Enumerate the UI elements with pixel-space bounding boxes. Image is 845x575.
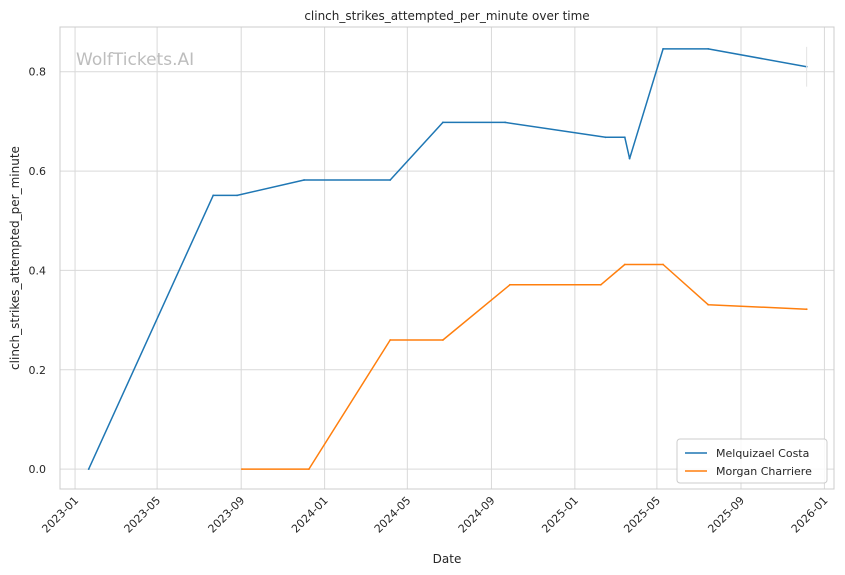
- data-point: [241, 468, 243, 470]
- y-tick-label: 0.4: [29, 264, 47, 277]
- y-tick-label: 0.6: [29, 165, 47, 178]
- data-point: [707, 303, 710, 306]
- data-point: [308, 468, 310, 470]
- plot-background: [60, 27, 834, 489]
- y-tick-label: 0.8: [29, 66, 47, 79]
- grid: [60, 27, 834, 489]
- data-point: [87, 468, 90, 470]
- data-point: [662, 263, 664, 266]
- data-point: [662, 48, 664, 50]
- legend: Melquizael Costa Morgan Charriere: [676, 438, 828, 484]
- plot-frame: [59, 26, 835, 490]
- data-point: [303, 179, 305, 181]
- x-tick-label: 2025-01: [539, 494, 581, 536]
- legend-label-morgan-charriere: Morgan Charriere: [716, 465, 812, 478]
- x-tick-label: 2023-09: [206, 494, 248, 536]
- watermark: WolfTickets.AI: [76, 50, 194, 70]
- x-tick-label: 2025-05: [621, 494, 663, 536]
- series-lines: [87, 46, 808, 470]
- data-point: [389, 339, 392, 341]
- data-point: [236, 194, 239, 197]
- data-point: [599, 283, 602, 286]
- x-tick-label: 2024-01: [289, 494, 331, 536]
- data-point: [442, 121, 444, 124]
- x-tick-label: 2023-01: [39, 494, 81, 536]
- data-point: [805, 308, 808, 311]
- x-tick-labels: 2023-01 2023-05 2023-09 2024-01 2024-05 2024-…: [39, 494, 830, 536]
- y-axis-title: clinch_strikes_attempted_per_minute: [8, 146, 22, 370]
- data-point: [623, 263, 626, 266]
- data-point: [212, 194, 215, 197]
- data-point: [623, 136, 626, 139]
- y-tick-label: 0.2: [29, 364, 47, 377]
- series-line-morgan-charriere: [241, 263, 807, 470]
- data-point: [509, 283, 511, 286]
- legend-box: [676, 438, 828, 484]
- y-tick-labels: 0.0 0.2 0.4 0.6 0.8: [29, 66, 47, 476]
- data-point: [389, 179, 392, 181]
- x-tick-label: 2026-01: [789, 494, 831, 536]
- data-point: [628, 157, 631, 160]
- legend-label-melquizael-costa: Melquizael Costa: [716, 447, 809, 460]
- x-tick-label: 2025-09: [705, 494, 747, 536]
- data-point: [504, 121, 506, 124]
- x-tick-label: 2024-09: [456, 494, 498, 536]
- data-point: [604, 136, 607, 139]
- data-point: [707, 48, 710, 50]
- x-tick-label: 2023-05: [122, 494, 164, 536]
- chart-title: clinch_strikes_attempted_per_minute over…: [304, 9, 589, 23]
- y-tick-label: 0.0: [29, 463, 47, 476]
- x-axis-title: Date: [433, 552, 462, 566]
- x-tick-label: 2024-05: [372, 494, 414, 536]
- data-point: [442, 339, 444, 341]
